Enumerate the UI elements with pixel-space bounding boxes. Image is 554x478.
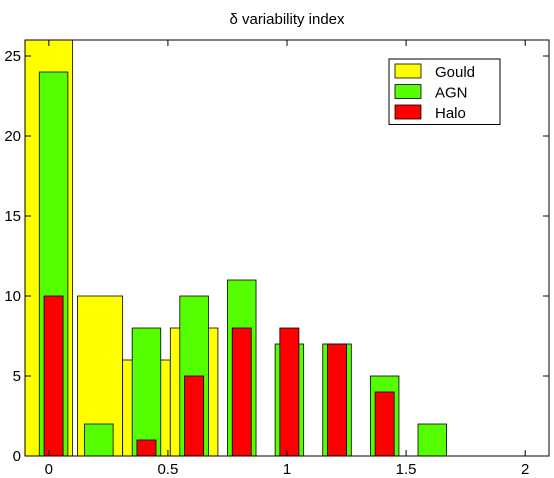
chart-title: δ variability index xyxy=(229,11,345,28)
bar-agn-2 xyxy=(131,327,162,457)
legend-swatch-gould xyxy=(394,63,422,79)
bar-halo-4 xyxy=(279,327,300,457)
y-axis: 0 5 10 15 20 25 xyxy=(4,48,549,465)
legend: Gould AGN Halo xyxy=(388,58,501,125)
y-tick-label-1: 5 xyxy=(13,368,21,385)
y-tick-label-2: 10 xyxy=(4,288,21,305)
y-tick-label-4: 20 xyxy=(4,128,21,145)
bar-halo-1 xyxy=(136,439,157,457)
x-tick-label-3: 1.5 xyxy=(396,461,417,478)
x-tick-label-4: 2 xyxy=(521,461,529,478)
bar-halo-6 xyxy=(374,391,395,457)
bar-halo-3 xyxy=(231,327,252,457)
y-tick-label-3: 15 xyxy=(4,208,21,225)
bar-agn-8 xyxy=(417,423,447,457)
legend-label-agn: AGN xyxy=(435,85,468,102)
x-tick-label-0: 0 xyxy=(45,461,53,478)
legend-label-halo: Halo xyxy=(435,105,466,122)
bar-agn-1 xyxy=(84,423,114,457)
legend-label-gould: Gould xyxy=(435,64,475,81)
x-axis: 0 0.5 1 1.5 2 xyxy=(45,40,529,478)
bar-halo-2 xyxy=(184,375,205,457)
bars-layer xyxy=(24,39,447,457)
y-tick-label-0: 0 xyxy=(13,448,21,465)
legend-swatch-agn xyxy=(394,84,422,99)
legend-swatch-halo xyxy=(394,104,422,120)
bar-halo-5 xyxy=(327,343,347,457)
bar-halo-0 xyxy=(43,295,64,457)
x-tick-label-1: 0.5 xyxy=(157,461,178,478)
x-tick-label-2: 1 xyxy=(283,461,291,478)
y-tick-label-5: 25 xyxy=(4,48,21,65)
